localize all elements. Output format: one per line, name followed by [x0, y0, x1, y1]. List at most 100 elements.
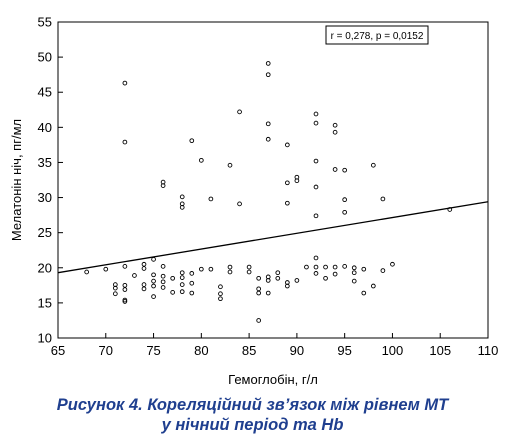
- data-point: [151, 272, 156, 278]
- data-point: [342, 209, 348, 215]
- data-point: [208, 266, 214, 272]
- data-point: [313, 120, 319, 126]
- data-point: [189, 290, 195, 296]
- x-tick-label: 110: [478, 343, 499, 358]
- data-point: [198, 266, 204, 272]
- data-point: [284, 180, 290, 186]
- data-point: [170, 275, 176, 281]
- data-point: [323, 264, 328, 270]
- data-point: [313, 111, 319, 117]
- x-axis: 65 70 75 80 85 90 95 100 105 110: [51, 333, 499, 358]
- data-point: [208, 196, 214, 202]
- data-point: [179, 205, 185, 210]
- data-point: [304, 264, 309, 270]
- data-point: [313, 264, 319, 270]
- data-point: [227, 162, 233, 168]
- data-point: [265, 278, 271, 283]
- y-tick-label: 20: [38, 260, 52, 275]
- annotation-text: r = 0,278, p = 0,0152: [331, 31, 424, 42]
- x-tick-label: 80: [194, 343, 208, 358]
- data-point: [246, 269, 252, 275]
- y-tick-label: 15: [38, 295, 52, 310]
- data-point: [141, 266, 147, 271]
- data-point: [380, 268, 386, 273]
- data-point: [256, 275, 262, 281]
- data-point: [284, 200, 290, 206]
- data-point: [160, 285, 166, 290]
- data-point: [179, 282, 185, 287]
- data-point: [160, 279, 166, 285]
- y-tick-label: 45: [38, 85, 52, 100]
- x-tick-label: 100: [382, 343, 404, 358]
- data-point: [332, 167, 338, 172]
- data-point: [332, 264, 338, 270]
- data-point: [237, 109, 242, 115]
- data-point: [351, 270, 357, 276]
- data-point: [351, 265, 357, 271]
- annotation-box: r = 0,278, p = 0,0152: [325, 25, 429, 45]
- data-point: [370, 162, 376, 168]
- data-point: [313, 184, 319, 190]
- data-point: [122, 80, 128, 86]
- data-point: [160, 273, 166, 279]
- data-point: [141, 286, 147, 292]
- data-point: [198, 157, 204, 163]
- data-point: [275, 275, 281, 281]
- data-point: [256, 318, 262, 323]
- data-point: [361, 290, 367, 296]
- data-point: [284, 283, 290, 289]
- y-tick-label: 10: [38, 331, 52, 346]
- data-point: [265, 72, 271, 78]
- data-point: [342, 167, 348, 173]
- y-tick-label: 25: [38, 225, 52, 240]
- x-tick-label: 75: [146, 343, 160, 358]
- data-point: [122, 139, 128, 145]
- y-axis-label: Мелатонін ніч, пг/мл: [9, 119, 24, 241]
- data-point: [218, 296, 223, 302]
- data-point: [103, 266, 109, 272]
- data-point: [112, 285, 118, 291]
- x-tick-label: 85: [242, 343, 256, 358]
- data-point: [332, 271, 338, 277]
- data-point: [179, 289, 185, 295]
- data-point: [361, 266, 367, 272]
- data-point: [265, 136, 271, 142]
- chart-svg: 65 70 75 80 85 90 95 100 105 110 10 15 20 25 30 35 40 45…: [9, 15, 499, 388]
- y-tick-label: 35: [38, 155, 52, 170]
- x-tick-label: 105: [429, 343, 451, 358]
- data-point: [189, 271, 195, 276]
- data-point: [313, 158, 319, 164]
- data-point: [246, 264, 252, 270]
- data-point: [342, 197, 348, 203]
- data-point: [160, 183, 166, 188]
- data-point: [189, 280, 195, 286]
- data-point: [112, 291, 118, 297]
- data-point: [122, 264, 128, 269]
- caption-line-1: Рисунок 4. Кореляційний зв’язок між рівн…: [56, 396, 449, 414]
- data-point: [122, 297, 128, 303]
- data-point: [342, 264, 348, 269]
- data-point: [351, 278, 357, 284]
- data-point: [284, 142, 290, 148]
- plot-area: [57, 21, 489, 339]
- figure-caption: Рисунок 4. Кореляційний зв’язок між рівн…: [0, 395, 505, 441]
- data-point: [332, 129, 338, 135]
- data-point: [170, 290, 176, 295]
- data-point: [227, 269, 233, 275]
- data-point: [84, 269, 90, 275]
- data-point: [160, 264, 166, 269]
- data-point: [265, 121, 271, 127]
- scatter-chart: 65 70 75 80 85 90 95 100 105 110 10 15 20 25 30 35 40 45…: [9, 15, 499, 388]
- data-point: [390, 261, 395, 267]
- data-point: [227, 264, 233, 270]
- annotation-frame: [325, 25, 429, 45]
- regression-line: [57, 201, 489, 274]
- data-point: [151, 283, 156, 289]
- data-point: [218, 291, 223, 297]
- y-tick-label: 30: [38, 190, 52, 205]
- data-point: [218, 284, 223, 290]
- x-tick-label: 70: [99, 343, 113, 358]
- data-point: [189, 138, 195, 144]
- data-point: [313, 255, 319, 261]
- data-point: [122, 287, 128, 292]
